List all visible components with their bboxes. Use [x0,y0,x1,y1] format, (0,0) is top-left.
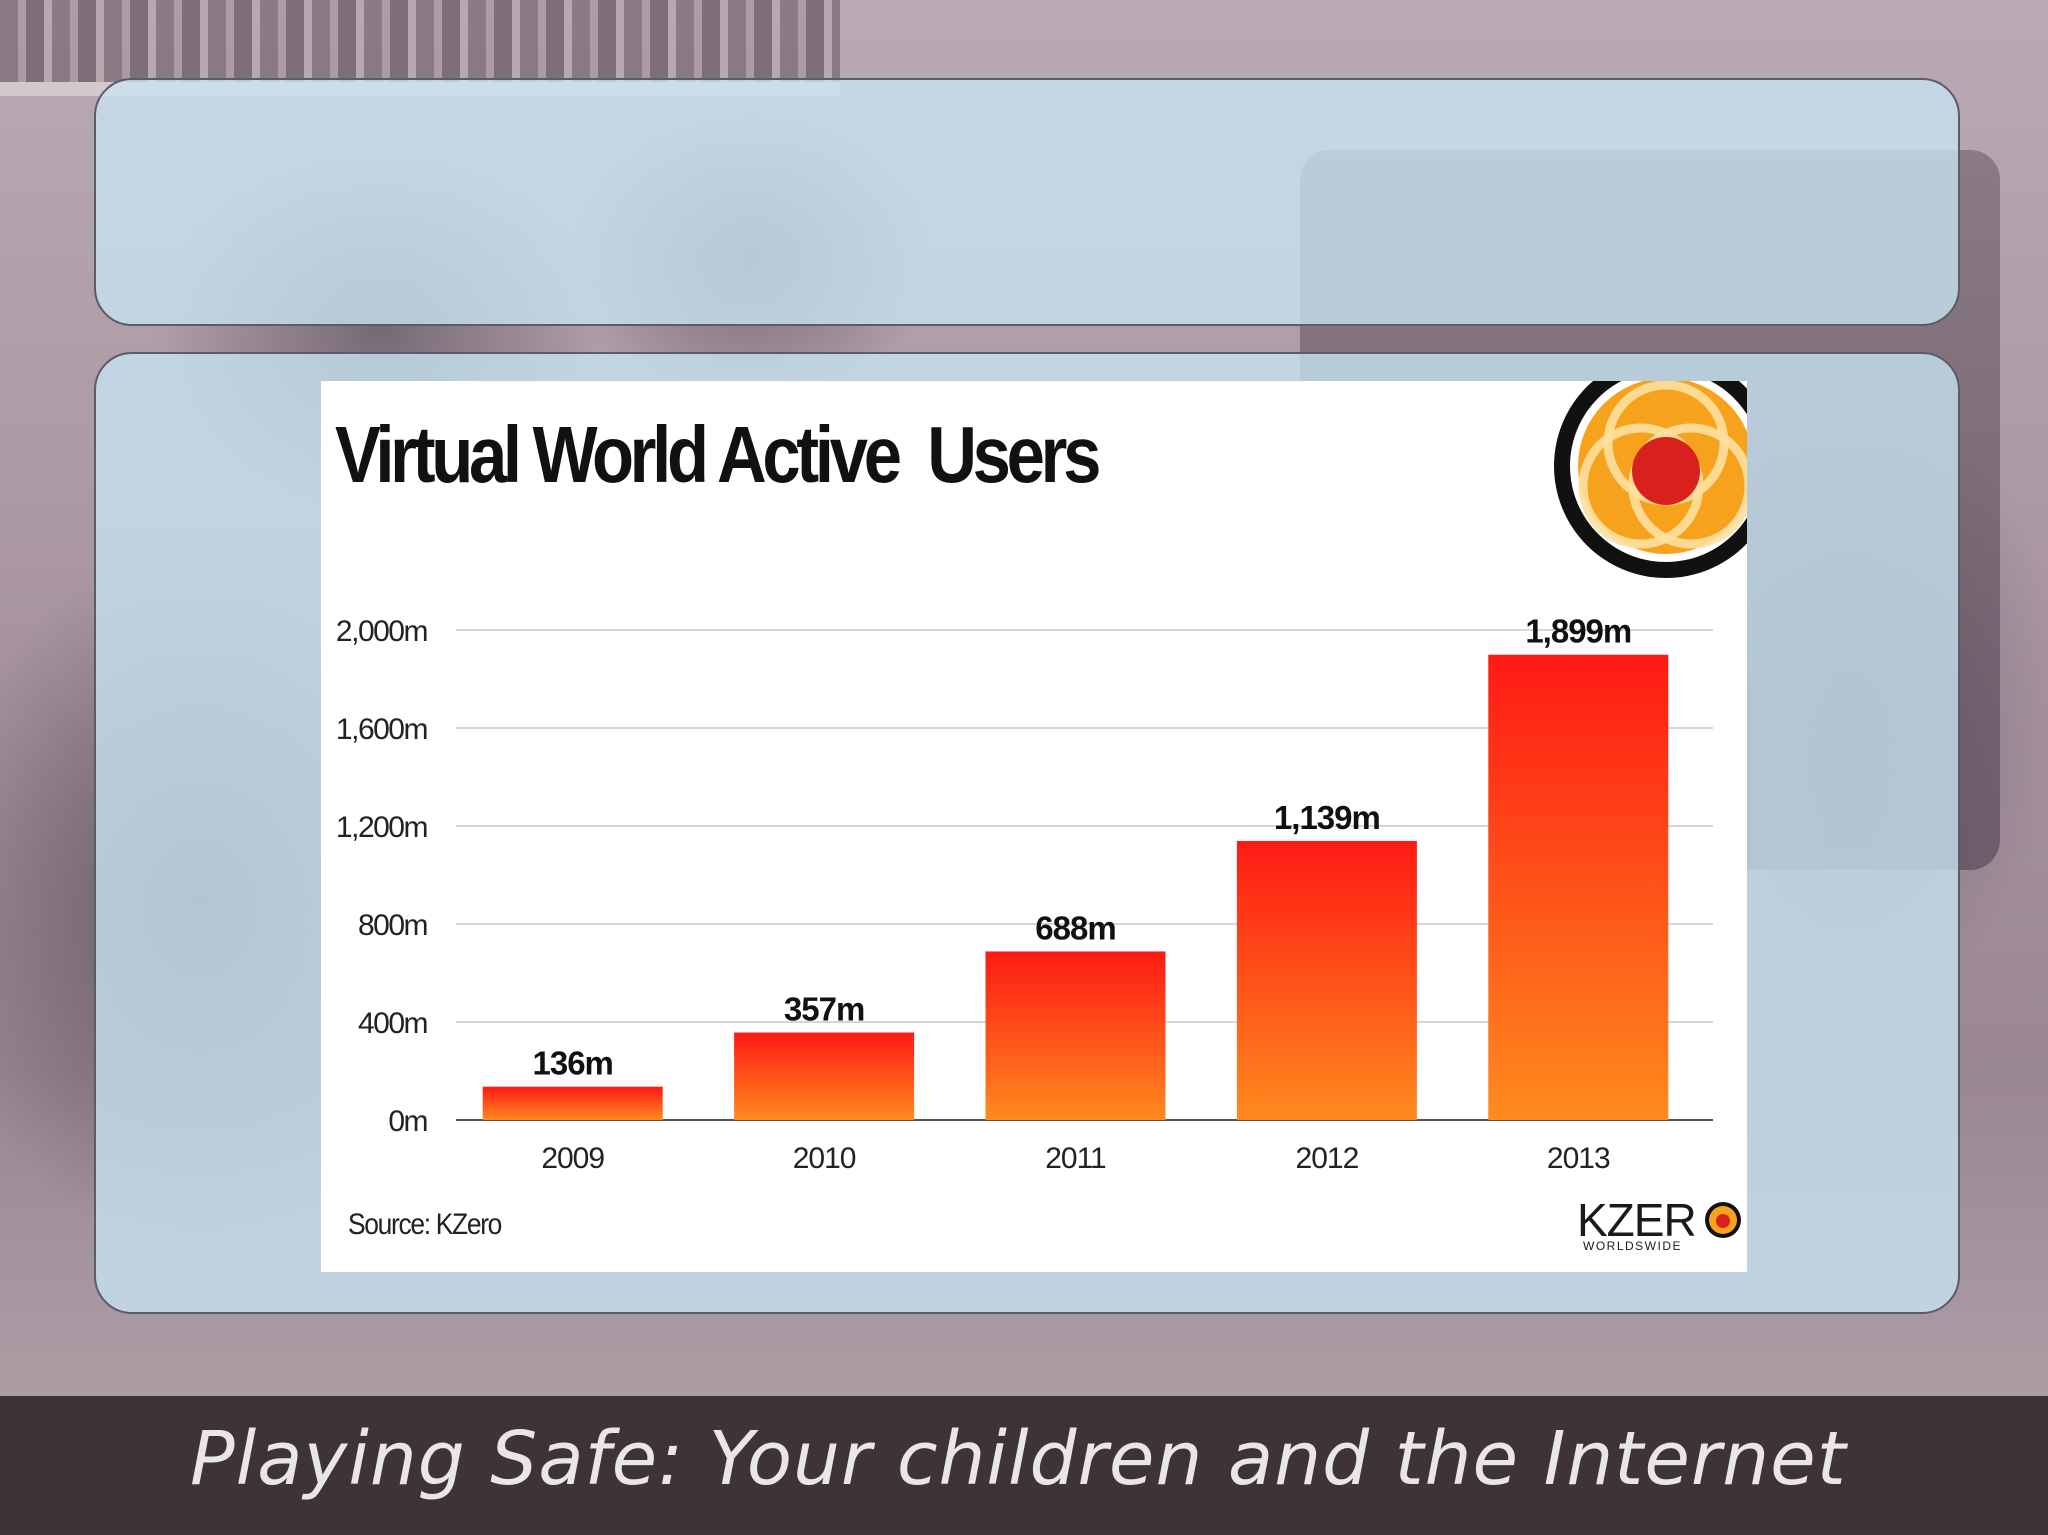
x-tick-label: 2011 [1045,1142,1106,1175]
data-label: 688m [1035,909,1115,946]
footer-bar: Playing Safe: Your children and the Inte… [0,1396,2048,1535]
kzero-logo-word: KZER [1577,1194,1697,1246]
chart-title: Virtual World Active Users [335,410,1101,499]
bar-chart: 0m 400m 800m 1,200m 1,600m 2,000m 136m 357m 688… [336,613,1713,1175]
x-tick-label: 2013 [1547,1142,1610,1175]
y-axis-ticks: 0m 400m 800m 1,200m 1,600m 2,000m [336,615,429,1138]
x-tick-label: 2010 [793,1142,856,1175]
y-tick-label: 800m [358,909,428,942]
bar [1236,840,1417,1120]
y-tick-label: 1,200m [336,811,428,844]
y-tick-label: 0m [388,1105,427,1138]
bar [482,1086,663,1120]
x-tick-label: 2009 [541,1142,604,1175]
title-placeholder-panel [94,78,1960,326]
bar [985,951,1166,1120]
y-tick-label: 2,000m [336,615,428,648]
bar [1488,654,1669,1120]
y-tick-label: 400m [358,1007,428,1040]
bar [734,1032,915,1120]
x-tick-label: 2012 [1296,1142,1359,1175]
data-label: 1,899m [1525,613,1631,650]
kzero-circles-icon [1554,381,1747,578]
kzero-logo: KZER WORLDSWIDE [1577,1193,1747,1253]
data-label: 357m [784,991,864,1028]
data-label: 1,139m [1274,799,1380,836]
kzero-logo-subtitle: WORLDSWIDE [1583,1239,1682,1253]
chart-card: 0m 400m 800m 1,200m 1,600m 2,000m 136m 357m 688… [321,381,1747,1272]
data-labels: 136m 357m 688m 1,139m 1,899m [532,613,1632,1082]
data-label: 136m [532,1045,612,1082]
footer-title: Playing Safe: Your children and the Inte… [190,1416,1847,1502]
bars [482,654,1669,1120]
y-tick-label: 1,600m [336,713,428,746]
source-note: Source: KZero [348,1208,502,1241]
x-axis-ticks: 2009 2010 2011 2012 2013 [541,1142,1611,1175]
kzero-o-icon [1705,1202,1741,1238]
